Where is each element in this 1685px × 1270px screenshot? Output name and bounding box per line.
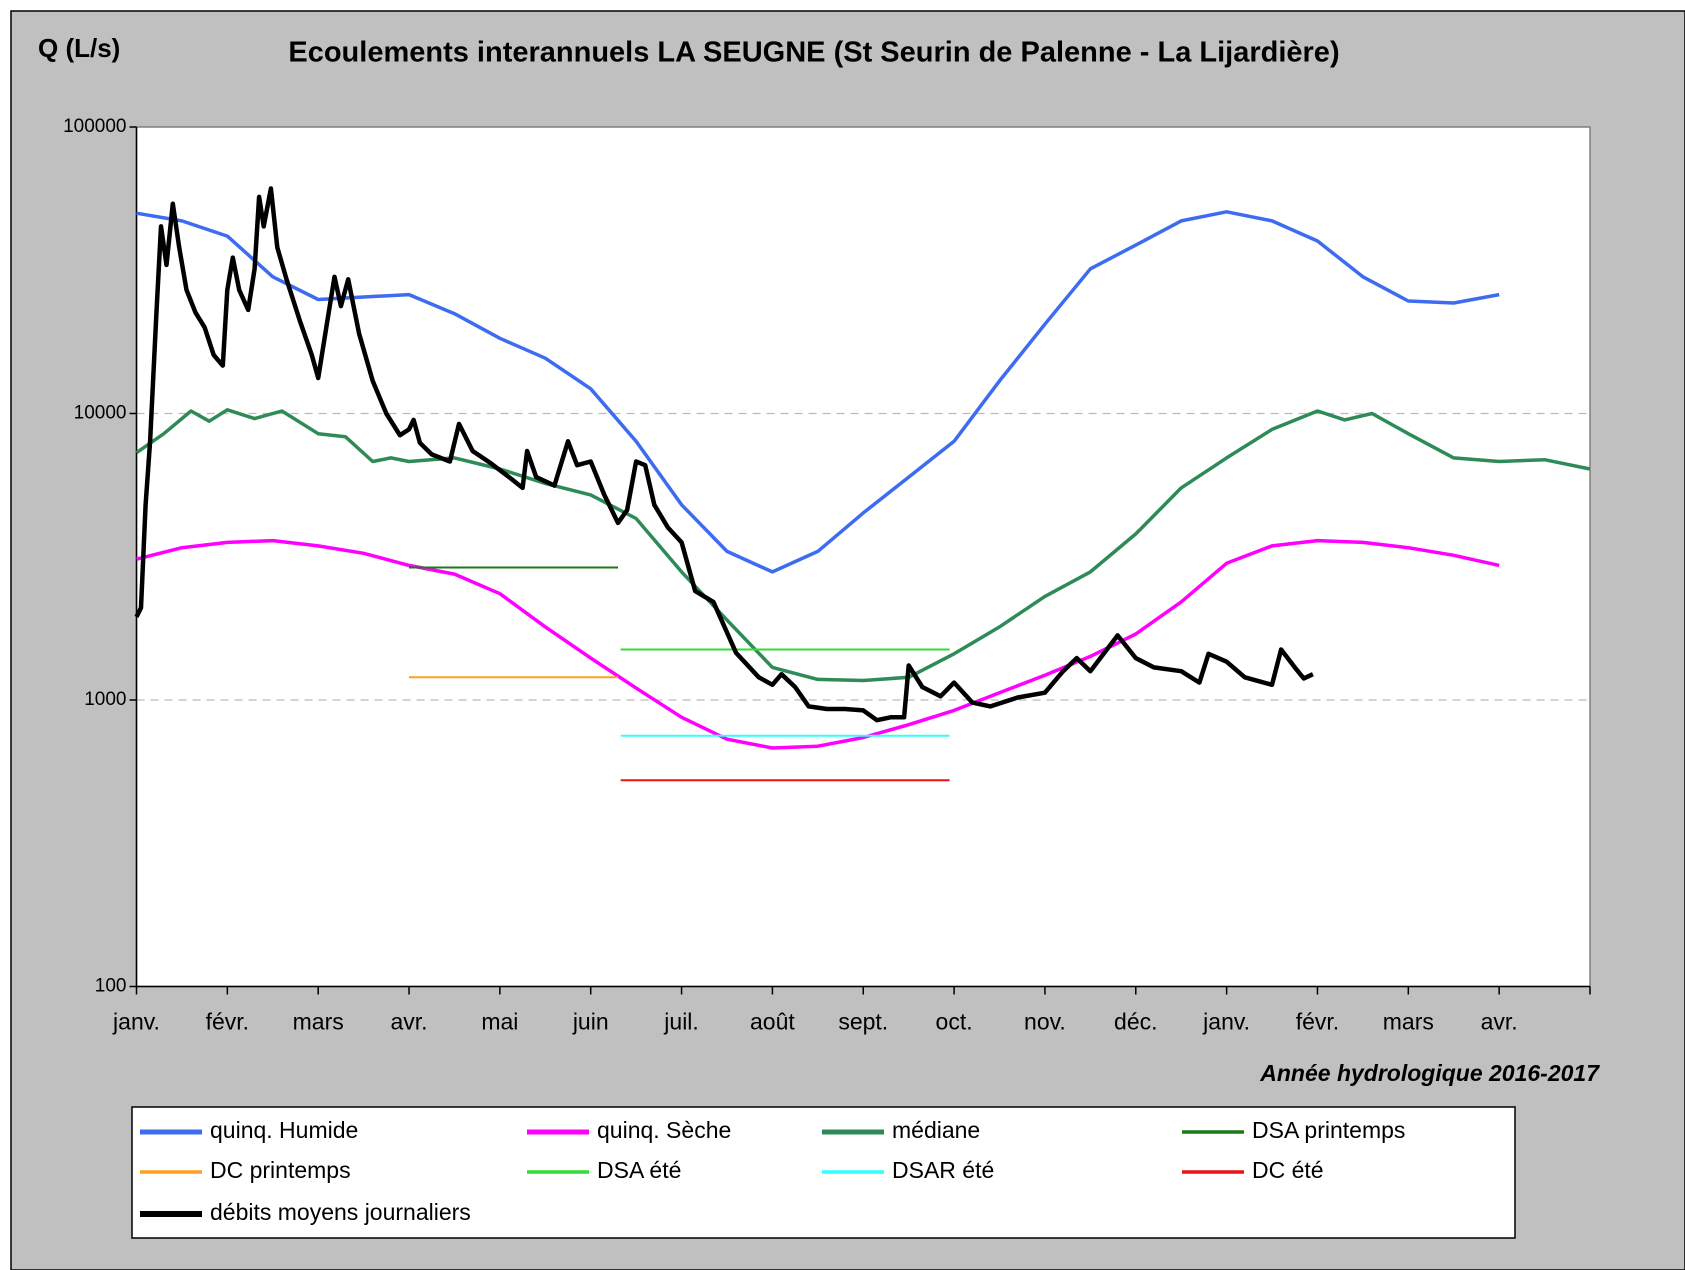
y-tick-label: 100 [95, 976, 127, 997]
legend-label: médiane [892, 1117, 980, 1143]
x-tick-label: juin [572, 1009, 609, 1035]
x-tick-label: août [750, 1009, 795, 1035]
legend-label: débits moyens journaliers [210, 1199, 471, 1225]
y-tick-label: 1000 [84, 689, 126, 710]
x-tick-label: nov. [1024, 1009, 1066, 1035]
x-axis-label: Année hydrologique 2016-2017 [1259, 1060, 1600, 1086]
x-tick-label: juil. [663, 1009, 699, 1035]
series-line [135, 408, 1591, 683]
series-line [134, 186, 1314, 723]
x-tick-label: févr. [206, 1009, 249, 1035]
x-tick-label: avr. [1481, 1009, 1518, 1035]
legend-label: quinq. Humide [210, 1117, 358, 1143]
x-tick-label: mai [481, 1009, 518, 1035]
x-tick-label: oct. [936, 1009, 973, 1035]
x-tick-label: mars [293, 1009, 344, 1035]
y-tick-label: 100000 [63, 116, 126, 137]
y-axis-label: Q (L/s) [38, 33, 120, 63]
legend-label: DC printemps [210, 1157, 351, 1183]
legend-label: DSA printemps [1252, 1117, 1405, 1143]
x-tick-label: janv. [112, 1009, 160, 1035]
x-tick-label: janv. [1202, 1009, 1250, 1035]
legend-label: DSA été [597, 1157, 681, 1183]
x-tick-label: mars [1383, 1009, 1434, 1035]
y-tick-label: 10000 [74, 403, 127, 424]
chart-title: Ecoulements interannuels LA SEUGNE (St S… [288, 37, 1339, 69]
x-tick-label: sept. [838, 1009, 888, 1035]
legend-label: DC été [1252, 1157, 1324, 1183]
series-line [136, 538, 1500, 750]
legend-label: DSAR été [892, 1157, 994, 1183]
x-tick-label: déc. [1114, 1009, 1157, 1035]
x-tick-label: févr. [1296, 1009, 1339, 1035]
plot-area [135, 126, 1591, 988]
x-tick-label: avr. [390, 1009, 427, 1035]
legend-label: quinq. Sèche [597, 1117, 731, 1143]
series-line [136, 210, 1500, 574]
